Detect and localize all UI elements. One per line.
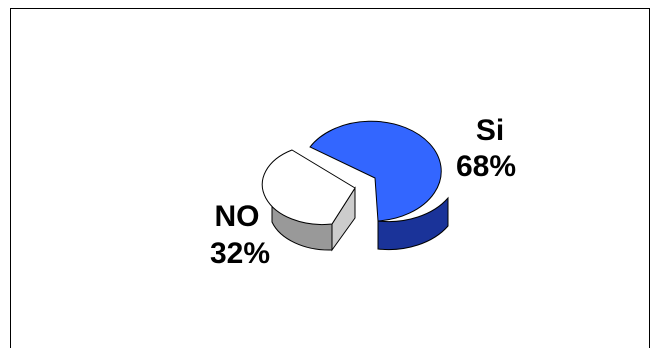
pie-chart: Si 68% NO 32% <box>210 114 516 270</box>
slice-no-top <box>261 149 356 225</box>
pie-slice-si <box>309 120 449 251</box>
slice-label-si: Si <box>476 114 504 147</box>
slice-si-side <box>377 196 449 251</box>
slice-value-no: 32% <box>210 237 270 270</box>
pie-slice-no <box>261 149 356 252</box>
slice-si-top <box>309 120 442 222</box>
slice-value-si: 68% <box>456 150 516 183</box>
slice-label-no: NO <box>215 200 260 233</box>
chart-frame <box>10 8 650 348</box>
